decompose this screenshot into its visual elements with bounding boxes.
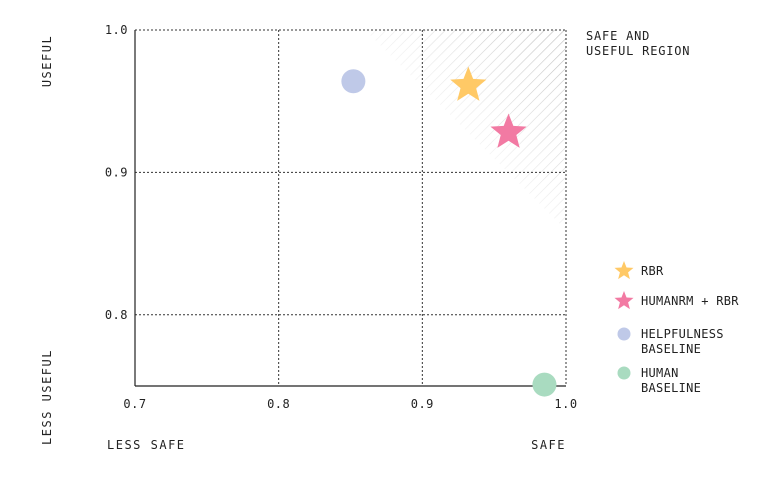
- region-label-line-2: USEFUL REGION: [586, 44, 690, 58]
- legend-label-line: HELPFULNESS: [641, 327, 724, 341]
- x-tick-label: 1.0: [554, 397, 577, 411]
- safe-useful-region: [365, 30, 566, 230]
- x-tick-label: 0.9: [411, 397, 434, 411]
- legend-label-rbr: RBR: [641, 264, 664, 278]
- x-tick-label: 0.8: [267, 397, 290, 411]
- legend-marker-helpfulness-baseline: [617, 327, 631, 341]
- legend-marker-humanrm-rbr: [614, 291, 634, 310]
- y-tick-label: 1.0: [105, 23, 128, 37]
- legend-label-helpfulness-baseline: HELPFULNESS BASELINE: [641, 327, 724, 356]
- legend-marker-rbr: [614, 261, 634, 280]
- y-tick-label: 0.9: [105, 165, 128, 179]
- data-point-humanrm-rbr: [490, 113, 527, 148]
- data-point-human-baseline: [532, 372, 557, 397]
- legend-label-line: RBR: [641, 264, 664, 278]
- x-tick-label: 0.7: [123, 397, 146, 411]
- legend-label-line: HUMAN: [641, 366, 679, 380]
- y-tick-label: 0.8: [105, 308, 128, 322]
- data-point-helpfulness-baseline: [341, 69, 366, 94]
- legend-marker-human-baseline: [617, 366, 631, 380]
- data-point-rbr: [450, 66, 487, 101]
- legend-label-humanrm-rbr: HUMANRM + RBR: [641, 294, 739, 308]
- legend-label-human-baseline: HUMAN BASELINE: [641, 366, 701, 395]
- y-axis-low-label: LESS USEFUL: [40, 349, 54, 445]
- axes: [134, 30, 566, 387]
- legend-label-line: HUMANRM + RBR: [641, 294, 739, 308]
- y-axis-high-label: USEFUL: [40, 35, 54, 87]
- legend-label-line: BASELINE: [641, 381, 701, 395]
- tick-labels: 0.7 0.8 0.9 1.0 1.0 0.9 0.8: [105, 23, 577, 411]
- data-points: [341, 66, 557, 397]
- x-axis-low-label: LESS SAFE: [107, 438, 186, 452]
- region-label-line-1: SAFE AND: [586, 29, 650, 43]
- legend-label-line: BASELINE: [641, 342, 701, 356]
- region-label: SAFE AND USEFUL REGION: [586, 29, 690, 58]
- x-axis-high-label: SAFE: [531, 438, 566, 452]
- grid-lines: [135, 29, 567, 386]
